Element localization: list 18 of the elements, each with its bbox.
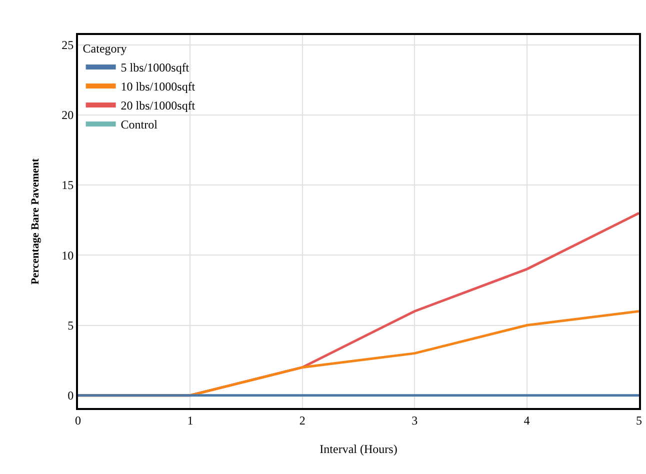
y-axis-title: Percentage Bare Pavement	[30, 158, 42, 285]
y-tick-label: 25	[62, 38, 74, 52]
legend-label: 10 lbs/1000sqft	[120, 80, 196, 94]
x-tick-label: 5	[636, 413, 642, 428]
legend-label: Control	[120, 118, 158, 132]
x-tick-label: 3	[412, 413, 418, 428]
x-tick-label: 4	[524, 413, 530, 428]
y-tick-label: 5	[68, 318, 74, 332]
y-tick-label: 20	[62, 108, 74, 122]
y-tick-label: 0	[68, 388, 74, 403]
legend-title: Category	[82, 41, 127, 56]
x-tick-label: 2	[299, 413, 306, 428]
y-tick-label: 15	[62, 178, 74, 192]
y-tick-label: 10	[62, 248, 74, 262]
x-axis-title: Interval (Hours)	[320, 442, 398, 456]
legend-label: 20 lbs/1000sqft	[120, 98, 196, 113]
legend-label: 5 lbs/1000sqft	[120, 60, 190, 75]
x-tick-label: 1	[187, 413, 194, 428]
